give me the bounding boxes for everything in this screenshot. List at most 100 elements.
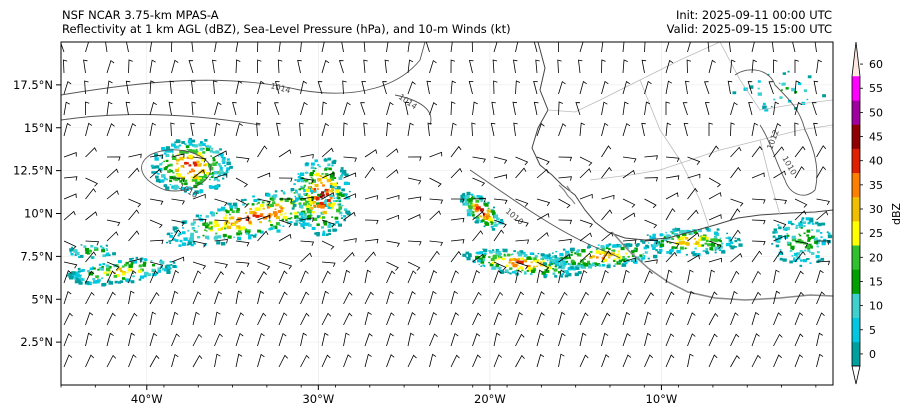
- echo-pixel: [272, 226, 275, 228]
- wind-barb: [85, 122, 93, 137]
- wind-barb: [490, 122, 496, 137]
- echo-pixel: [569, 263, 573, 266]
- echo-pixel: [189, 141, 192, 143]
- wind-barb: [171, 229, 182, 242]
- echo-pixel: [212, 157, 215, 160]
- echo-pixel: [257, 198, 261, 202]
- colorbar-tick-label: 60: [869, 58, 883, 71]
- wind-barb: [751, 219, 766, 225]
- wind-barb: [512, 101, 518, 116]
- echo-pixel: [612, 244, 617, 248]
- wind-barb: [149, 332, 158, 347]
- echo-pixel: [718, 249, 722, 252]
- echo-pixel: [244, 198, 247, 201]
- echo-pixel: [523, 252, 526, 254]
- wind-barb: [472, 333, 481, 347]
- echo-pixel: [332, 172, 335, 175]
- echo-pixel: [215, 150, 220, 154]
- wind-barb: [644, 292, 654, 305]
- wind-barb: [106, 261, 120, 271]
- echo-pixel: [309, 173, 314, 177]
- echo-pixel: [313, 196, 318, 200]
- echo-pixel: [211, 171, 215, 175]
- wind-barb: [343, 122, 348, 137]
- wind-barb: [794, 59, 799, 73]
- wind-barb: [730, 208, 741, 221]
- echo-pixel: [795, 224, 798, 227]
- colorbar-top-extension: [852, 42, 860, 77]
- wind-barb: [191, 80, 196, 95]
- echo-pixel: [256, 203, 259, 205]
- echo-pixel: [596, 256, 599, 259]
- echo-pixel: [335, 193, 338, 195]
- echo-pixel: [543, 274, 545, 277]
- echo-pixel: [512, 263, 518, 268]
- wind-barb: [773, 146, 785, 158]
- echo-pixel: [803, 232, 806, 235]
- echo-pixel: [596, 263, 601, 266]
- echo-pixel: [476, 195, 480, 198]
- echo-pixel: [317, 178, 322, 182]
- echo-pixel: [322, 184, 325, 187]
- echo-pixel: [219, 166, 223, 170]
- echo-pixel: [804, 249, 807, 252]
- wind-barb: [171, 311, 179, 326]
- echo-pixel: [807, 239, 811, 242]
- echo-pixel: [513, 250, 516, 253]
- wind-barb: [558, 156, 573, 162]
- wind-barb: [687, 290, 695, 305]
- wind-barb: [450, 332, 459, 347]
- echo-pixel: [470, 210, 475, 214]
- echo-pixel: [793, 257, 795, 259]
- echo-pixel: [303, 179, 306, 181]
- wind-barb: [622, 156, 637, 163]
- echo-pixel: [184, 190, 187, 193]
- wind-barb: [63, 210, 76, 221]
- echo-pixel: [519, 266, 523, 269]
- echo-pixel: [625, 260, 629, 263]
- colorbar-bin: [852, 293, 860, 318]
- echo-pixel: [159, 155, 162, 158]
- echo-pixel: [488, 217, 493, 222]
- wind-barb: [644, 332, 652, 347]
- wind-barb: [257, 312, 267, 326]
- echo-pixel: [307, 214, 312, 218]
- echo-pixel: [501, 250, 504, 252]
- echo-pixel: [202, 175, 206, 179]
- echo-pixel: [217, 175, 220, 177]
- echo-pixel: [561, 259, 564, 261]
- echo-pixel: [601, 256, 605, 260]
- echo-pixel: [194, 190, 199, 194]
- echo-pixel: [549, 261, 552, 263]
- echo-pixel: [151, 171, 155, 174]
- wind-barb: [450, 270, 459, 284]
- wind-barb: [169, 80, 175, 95]
- echo-pixel: [469, 202, 473, 205]
- echo-pixel: [782, 258, 787, 262]
- echo-pixel: [483, 214, 486, 216]
- echo-pixel: [713, 235, 718, 239]
- echo-pixel: [230, 216, 235, 220]
- echo-pixel: [469, 213, 473, 216]
- echo-pixel: [280, 189, 283, 192]
- echo-pixel: [195, 214, 200, 218]
- echo-pixel: [553, 268, 558, 272]
- echo-pixel: [313, 204, 316, 207]
- echo-pixel: [159, 163, 163, 166]
- wind-barb: [557, 59, 562, 74]
- wind-barb: [192, 261, 207, 270]
- echo-pixel: [327, 199, 331, 203]
- echo-pixel: [297, 193, 301, 197]
- echo-pixel: [544, 254, 548, 257]
- wind-barb: [536, 269, 544, 284]
- wind-barb: [171, 177, 186, 183]
- echo-pixel: [594, 265, 597, 267]
- echo-pixel: [228, 202, 232, 206]
- echo-pixel: [215, 232, 218, 235]
- wind-barb: [644, 198, 657, 209]
- echo-pixel: [203, 163, 207, 167]
- echo-pixel: [144, 271, 149, 276]
- echo-pixel: [182, 227, 185, 229]
- wind-barb: [794, 333, 804, 347]
